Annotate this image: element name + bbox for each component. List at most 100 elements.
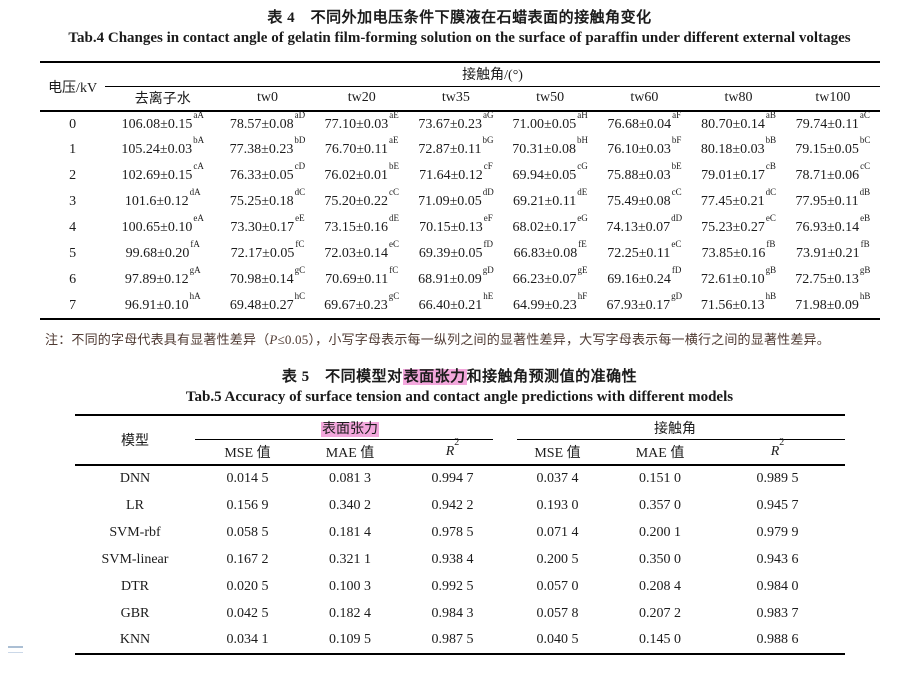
significance-superscript: gE	[577, 265, 588, 276]
contact-angle-cell: 68.02±0.17eG	[503, 214, 597, 241]
table5-row: SVM-rbf 0.058 5 0.181 4 0.978 5 0.071 4 0.200…	[75, 519, 845, 546]
significance-superscript: aH	[577, 109, 588, 120]
value-text: 79.15±0.05	[795, 142, 859, 157]
table4-subheader-row: 去离子水 tw0 tw20 tw35 tw50 tw60 tw80 tw100	[40, 86, 880, 112]
significance-superscript: bE	[671, 161, 682, 172]
significance-superscript: fB	[860, 239, 870, 250]
table4-col-header-deionized-water: 去离子水	[105, 86, 221, 112]
table4-row: 4 100.65±0.10eA 73.30±0.17eE 73.15±0.16dE 70…	[40, 213, 880, 241]
value-text: 66.23±0.07	[512, 272, 577, 287]
metric-value-cell: 0.193 0	[536, 497, 579, 513]
contact-angle-cell: 77.38±0.23bD	[220, 136, 314, 163]
significance-superscript: hB	[859, 290, 871, 301]
value-text: 77.45±0.21	[700, 194, 765, 209]
contact-angle-cell: 71.09±0.05dD	[409, 188, 503, 215]
table4-row: 7 96.91±0.10hA 69.48±0.27hC 69.67±0.23gC 66.…	[40, 290, 880, 320]
contact-angle-cell: 78.57±0.08aD	[220, 110, 314, 137]
significance-superscript: fD	[671, 265, 682, 276]
contact-angle-cell: 105.24±0.03bA	[105, 136, 220, 163]
significance-superscript: hF	[577, 290, 588, 301]
contact-angle-cell: 76.70±0.11aE	[315, 136, 409, 163]
significance-superscript: eB	[860, 213, 871, 224]
table4: 电压/kV 接触角/(°) 去离子水 tw0 tw20 tw35 tw50 tw60 tw8…	[40, 61, 880, 320]
metric-value-cell: 0.357 0	[639, 497, 682, 513]
metric-value-cell: 0.014 5	[226, 471, 269, 486]
table4-col-header-tw0: tw0	[220, 86, 315, 112]
contact-angle-cell: 106.08±0.15aA	[105, 110, 220, 137]
metric-value-cell: 0.156 9	[226, 497, 269, 513]
value-text: 75.23±0.27	[701, 220, 765, 235]
value-text: 71.98±0.09	[795, 297, 859, 313]
value-text: 72.75±0.13	[795, 272, 859, 287]
significance-superscript: dC	[294, 187, 306, 198]
text-segment: 表 5 不同模型对	[281, 369, 403, 385]
value-text: 76.10±0.03	[607, 142, 671, 157]
table4-col-header-tw100: tw100	[785, 86, 880, 112]
col-header-mae: MAE 值	[300, 440, 400, 466]
voltage-cell: 1	[69, 142, 77, 157]
metric-value-cell: 0.340 2	[329, 497, 371, 513]
significance-superscript: fC	[389, 265, 399, 276]
contact-angle-cell: 72.87±0.11bG	[409, 136, 503, 163]
value-text: 66.40±0.21	[418, 297, 483, 313]
value-text: 79.01±0.17	[701, 168, 765, 183]
table5-row: SVM-linear 0.167 2 0.321 1 0.938 4 0.200 5 0.…	[75, 546, 845, 573]
contact-angle-cell: 96.91±0.10hA	[105, 290, 221, 320]
significance-superscript: aB	[765, 109, 776, 120]
metric-value-cell: 0.058 5	[226, 524, 269, 540]
contact-angle-cell: 69.16±0.24fD	[597, 265, 691, 293]
significance-superscript: hE	[483, 290, 494, 301]
voltage-cell: 4	[69, 220, 77, 235]
contact-angle-cell: 70.31±0.08bH	[503, 135, 597, 163]
contact-angle-cell: 70.15±0.13eF	[409, 214, 503, 241]
contact-angle-cell: 66.23±0.07gE	[503, 265, 597, 293]
value-text: 73.85±0.16	[701, 246, 766, 261]
value-text: 78.71±0.06	[795, 168, 860, 183]
table4-row: 1 105.24±0.03bA 77.38±0.23bD 76.70±0.11aE 72…	[40, 135, 880, 163]
significance-superscript: dA	[189, 187, 201, 198]
metric-value-cell: 0.109 5	[300, 627, 400, 655]
significance-superscript: bH	[576, 135, 588, 146]
contact-angle-cell: 72.61±0.10gB	[691, 266, 785, 293]
metric-value-cell: 0.181 4	[329, 524, 371, 540]
contact-angle-cell: 79.15±0.05bC	[786, 136, 880, 163]
col-header-mse: MSE 值	[195, 440, 300, 466]
voltage-cell: 6	[69, 272, 77, 287]
metric-value-cell: 0.978 5	[431, 524, 474, 540]
table5-row: DTR 0.020 5 0.100 3 0.992 5 0.057 0 0.208 4 0.…	[75, 573, 845, 600]
contact-angle-cell: 102.69±0.15cA	[105, 162, 220, 189]
significance-superscript: cF	[483, 161, 493, 172]
value-text: 70.98±0.14	[229, 272, 294, 287]
text-segment: P	[269, 332, 278, 347]
significance-superscript: hA	[189, 290, 201, 301]
table5-row: KNN 0.034 1 0.109 5 0.987 5 0.040 5 0.145 0 0.…	[75, 627, 846, 655]
significance-superscript: cC	[389, 187, 400, 198]
model-name-cell: DNN	[119, 471, 151, 486]
contact-angle-cell: 71.64±0.12cF	[409, 161, 503, 189]
value-text: 101.6±0.12	[124, 194, 189, 209]
significance-superscript: aF	[672, 109, 682, 120]
contact-angle-cell: 72.75±0.13gB	[786, 266, 880, 293]
contact-angle-cell: 69.39±0.05fD	[409, 240, 503, 267]
value-text: 72.17±0.05	[230, 246, 295, 261]
significance-superscript: eE	[295, 213, 305, 224]
significance-superscript: cD	[294, 161, 306, 172]
significance-superscript: bE	[389, 161, 400, 172]
value-text: 70.69±0.11	[325, 272, 389, 287]
contact-angle-cell: 75.49±0.08cC	[597, 188, 691, 215]
contact-angle-cell: 75.88±0.03bE	[597, 161, 691, 189]
table5-header-model: 模型	[75, 414, 195, 466]
metric-value-cell: 0.151 0	[639, 471, 682, 486]
metric-value-cell: 0.984 0	[756, 578, 799, 594]
significance-superscript: hC	[294, 290, 306, 301]
value-text: 76.68±0.04	[607, 116, 672, 132]
value-text: 80.18±0.03	[700, 142, 765, 157]
value-text: 75.20±0.22	[324, 194, 389, 209]
value-text: 69.16±0.24	[607, 272, 671, 287]
metric-value-cell: 0.994 7	[431, 471, 474, 486]
voltage-cell: 0	[69, 116, 77, 132]
value-text: 71.64±0.12	[419, 168, 483, 183]
significance-superscript: eC	[765, 213, 776, 224]
significance-superscript: eC	[389, 239, 400, 250]
value-text: 78.57±0.08	[229, 116, 294, 132]
